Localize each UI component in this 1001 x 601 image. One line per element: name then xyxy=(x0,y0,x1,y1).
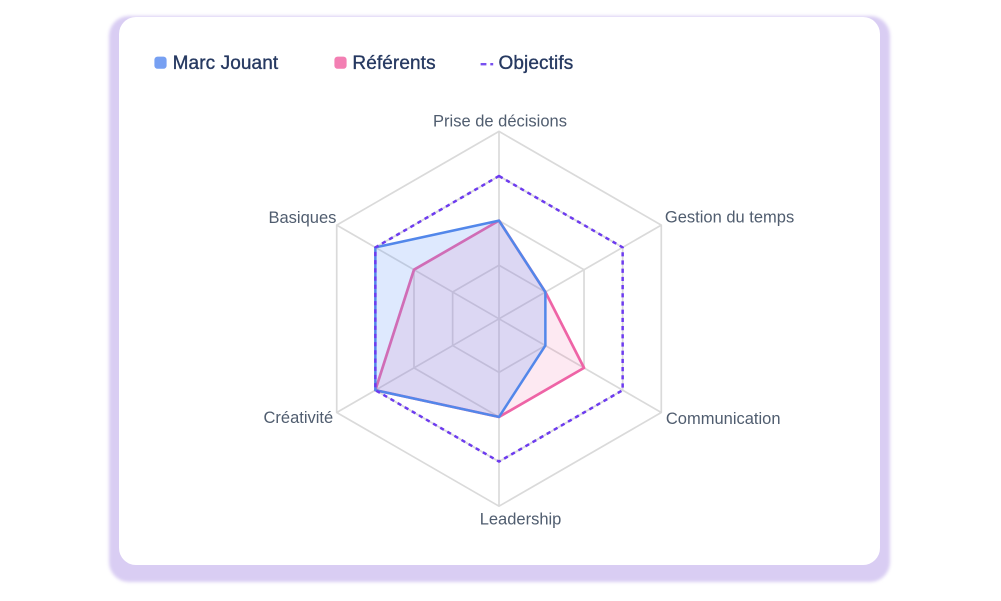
svg-text:Communication: Communication xyxy=(666,410,781,428)
svg-text:Basiques: Basiques xyxy=(269,209,337,227)
svg-text:Prise de décisions: Prise de décisions xyxy=(433,113,567,131)
svg-text:Gestion du temps: Gestion du temps xyxy=(665,208,794,226)
svg-text:Objectifs: Objectifs xyxy=(499,53,574,74)
svg-text:Référents: Référents xyxy=(352,53,435,74)
svg-text:Leadership: Leadership xyxy=(480,511,562,529)
svg-text:Créativité: Créativité xyxy=(263,409,333,427)
svg-text:Marc Jouant: Marc Jouant xyxy=(173,53,279,74)
